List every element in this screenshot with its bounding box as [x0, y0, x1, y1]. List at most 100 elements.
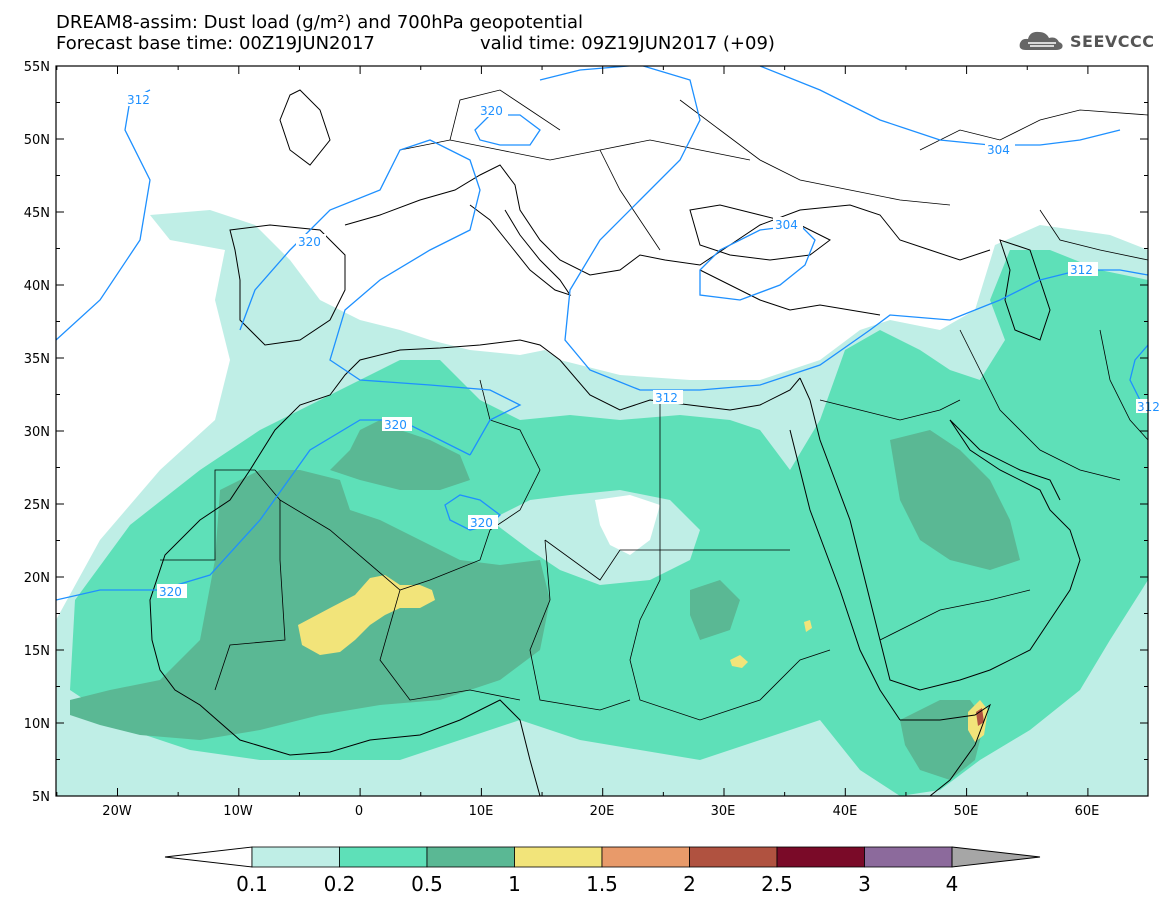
- dust-dark-area-sudan: [690, 580, 740, 640]
- border-iran: [959, 329, 1121, 481]
- colorbar-label: 1.5: [586, 872, 618, 896]
- valid-time: valid time: 09Z19JUN2017 (+09): [480, 33, 775, 54]
- colorbar: 0.1 0.2 0.5 1 1.5 2 2.5 3 4: [164, 846, 1041, 896]
- colorbar-bin: [339, 846, 428, 868]
- contour-label: 320: [480, 104, 503, 118]
- lon-label: 10W: [223, 804, 253, 819]
- contour-320-europe: [474, 114, 541, 146]
- cloud-logo-icon: [1019, 31, 1063, 50]
- dust-dark-area-north: [330, 420, 470, 490]
- lon-label: 20E: [590, 804, 615, 819]
- contour-label: 312: [1070, 263, 1093, 277]
- contour-labels: 312 320 320 320 320 320 304 304 312 312 …: [125, 92, 1160, 599]
- colorbar-bin: [776, 846, 865, 868]
- border-niger-nigeria: [379, 589, 521, 701]
- contour-label: 304: [987, 143, 1010, 157]
- turkey-coast: [699, 269, 881, 316]
- red-sea-west-coast: [789, 429, 901, 721]
- seevccc-logo: SEEVCCC: [1018, 28, 1155, 54]
- africa-west-coast: [149, 469, 541, 796]
- logo-text: SEEVCCC: [1070, 31, 1155, 51]
- contour-312-west: [56, 89, 151, 341]
- border-mauritania-mali: [214, 469, 286, 691]
- italy-coast: [469, 204, 572, 296]
- border-europe-1: [399, 139, 751, 161]
- border-afghanistan: [1099, 329, 1148, 441]
- dust-high-area-eritrea: [804, 620, 812, 632]
- latitude-labels: 55N 50N 45N 40N 35N 30N 25N 20N 15N 10N …: [24, 60, 50, 805]
- north-africa-coast: [249, 339, 801, 471]
- border-western-sahara: [160, 469, 255, 561]
- lat-label: 5N: [32, 790, 50, 805]
- colorbar-label: 3: [858, 872, 871, 896]
- lat-label: 40N: [24, 279, 50, 294]
- dust-high-area-mali: [298, 575, 435, 655]
- contour-304-north: [759, 66, 1121, 146]
- contour-304-blacksea: [699, 224, 816, 301]
- dust-clear-patch: [595, 495, 660, 555]
- border-europe-3: [599, 149, 661, 251]
- contour-320-west: [56, 419, 471, 601]
- dust-fields: [56, 210, 1148, 796]
- colorbar-label: 4: [946, 872, 959, 896]
- lon-label: 50E: [954, 804, 979, 819]
- border-saudi-yemen: [879, 589, 1031, 641]
- country-borders: [160, 89, 1148, 721]
- europe-coast: [344, 164, 991, 276]
- lat-label: 20N: [24, 571, 50, 586]
- border-russia: [679, 99, 951, 206]
- contour-label: 312: [127, 93, 150, 107]
- dust-dark-area-west: [70, 470, 550, 740]
- map-title: DREAM8-assim: Dust load (g/m²) and 700hP…: [56, 12, 583, 33]
- contour-label: 304: [775, 218, 798, 232]
- contour-label: 320: [298, 235, 321, 249]
- colorbar-bin: [601, 846, 690, 868]
- lat-label: 35N: [24, 352, 50, 367]
- lat-label: 15N: [24, 644, 50, 659]
- colorbar-bin: [864, 846, 953, 868]
- contour-label: 312: [655, 391, 678, 405]
- lon-label: 20W: [102, 804, 132, 819]
- colorbar-bin: [514, 846, 603, 868]
- border-kazakhstan: [919, 109, 1148, 151]
- lon-label: 10E: [469, 804, 494, 819]
- lat-label: 45N: [24, 206, 50, 221]
- colorbar-label: 2: [683, 872, 696, 896]
- contour-label: 320: [470, 516, 493, 530]
- border-algeria-libya: [479, 379, 541, 531]
- dust-high-area-sudan: [730, 655, 748, 668]
- britain-coast: [279, 89, 331, 166]
- border-chad: [529, 539, 631, 711]
- lat-label: 55N: [24, 60, 50, 75]
- longitude-labels: 20W 10W 0 10E 20E 30E 40E 50E 60E: [102, 804, 1099, 819]
- contour-label: 320: [159, 585, 182, 599]
- contour-312-mid: [539, 66, 1148, 391]
- caspian-coast: [999, 239, 1051, 341]
- colorbar-label: 0.5: [411, 872, 443, 896]
- colorbar-label: 1: [508, 872, 521, 896]
- dust-dark-area-arabia: [890, 430, 1020, 570]
- lat-label: 30N: [24, 425, 50, 440]
- axis-ticks: [56, 65, 1148, 797]
- black-sea-coast: [689, 204, 831, 261]
- colorbar-over-triangle: [951, 846, 1041, 868]
- contour-320-inner: [239, 139, 522, 456]
- colorbar-under-triangle: [164, 846, 253, 868]
- colorbar-bin: [426, 846, 515, 868]
- colorbar-label: 0.1: [236, 872, 268, 896]
- lon-label: 0: [355, 804, 363, 819]
- forecast-base-time: Forecast base time: 00Z19JUN2017: [56, 33, 375, 54]
- lon-label: 30E: [711, 804, 736, 819]
- border-europe-2: [449, 89, 561, 141]
- lat-label: 10N: [24, 717, 50, 732]
- colorbar-label: 2.5: [761, 872, 793, 896]
- arabia-west-coast: [799, 377, 1081, 691]
- persian-gulf-coast: [949, 419, 1061, 501]
- border-algeria-mali: [279, 499, 491, 591]
- colorbar-label: 0.2: [324, 872, 356, 896]
- lat-label: 25N: [24, 498, 50, 513]
- border-libya-egypt: [544, 400, 661, 581]
- contour-label: 320: [384, 418, 407, 432]
- colorbar-bin: [689, 846, 778, 868]
